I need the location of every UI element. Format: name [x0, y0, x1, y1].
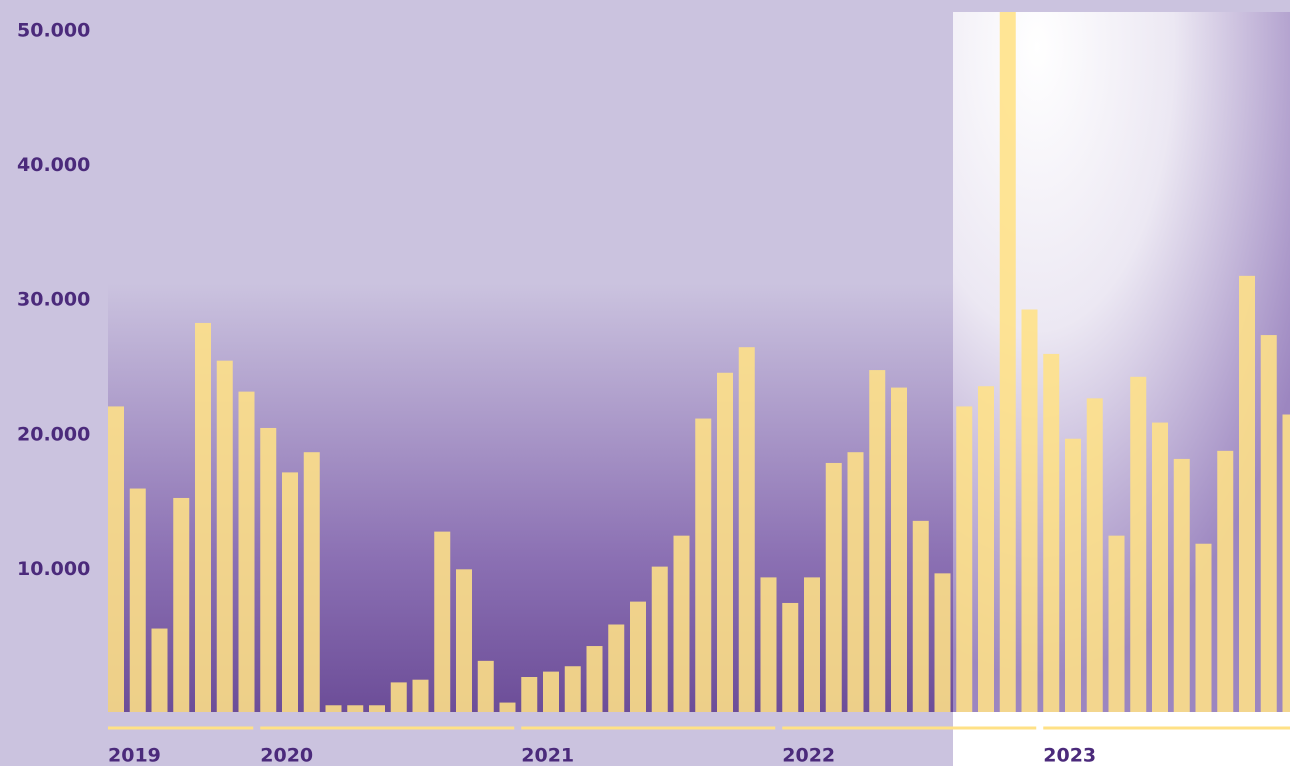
bar — [738, 347, 755, 712]
bar — [1086, 398, 1103, 712]
bar — [760, 577, 777, 712]
bar — [673, 535, 690, 712]
spotlight-base — [953, 712, 1290, 766]
bar — [1260, 335, 1277, 712]
x-tick-label: 2019 — [108, 745, 161, 766]
bar — [412, 679, 429, 712]
bar — [195, 322, 211, 712]
bar — [1130, 376, 1147, 712]
bar — [499, 702, 516, 712]
bar — [782, 602, 799, 712]
bar — [282, 472, 298, 712]
bar — [695, 418, 712, 712]
bar — [651, 566, 668, 712]
bar — [543, 671, 559, 712]
bar — [630, 601, 646, 712]
bar — [390, 682, 407, 712]
bar — [325, 705, 342, 712]
bar — [847, 452, 864, 712]
bar — [1108, 535, 1125, 712]
bar — [108, 406, 124, 712]
y-tick-label: 40.000 — [17, 154, 90, 176]
bar — [303, 452, 320, 712]
x-tick-label: 2023 — [1043, 745, 1096, 766]
bar — [1152, 422, 1168, 712]
bar — [369, 705, 385, 712]
bar — [1195, 543, 1212, 712]
bar — [129, 488, 146, 712]
bar — [1021, 309, 1038, 712]
bar — [477, 660, 494, 712]
x-tick-label: 2020 — [260, 745, 313, 766]
bar — [891, 387, 907, 712]
bar — [151, 628, 168, 712]
y-tick-label: 10.000 — [17, 558, 90, 580]
bar — [804, 577, 820, 712]
bar — [1065, 438, 1081, 712]
bar — [1217, 450, 1234, 712]
y-tick-label: 50.000 — [17, 19, 90, 41]
bar — [608, 624, 625, 712]
y-tick-label: 30.000 — [17, 289, 90, 311]
bar — [238, 391, 255, 712]
bar — [1173, 458, 1190, 712]
bar — [956, 406, 973, 712]
bar — [978, 386, 994, 712]
bar — [564, 666, 581, 712]
bar — [912, 520, 929, 712]
bar — [216, 360, 233, 712]
bar — [521, 677, 538, 712]
bar — [999, 12, 1016, 712]
bar — [434, 531, 451, 712]
bar — [717, 372, 733, 712]
bar — [456, 569, 472, 712]
bar — [586, 646, 603, 712]
bar — [1043, 353, 1060, 712]
bar — [869, 370, 886, 712]
bar — [173, 497, 190, 712]
bar — [260, 427, 277, 712]
bar — [1282, 414, 1290, 712]
bar — [1239, 275, 1255, 712]
y-tick-label: 20.000 — [17, 423, 90, 445]
bar — [934, 573, 951, 712]
bar — [825, 462, 842, 712]
x-tick-label: 2021 — [521, 745, 574, 766]
bar — [347, 705, 364, 712]
x-tick-label: 2022 — [782, 745, 835, 766]
